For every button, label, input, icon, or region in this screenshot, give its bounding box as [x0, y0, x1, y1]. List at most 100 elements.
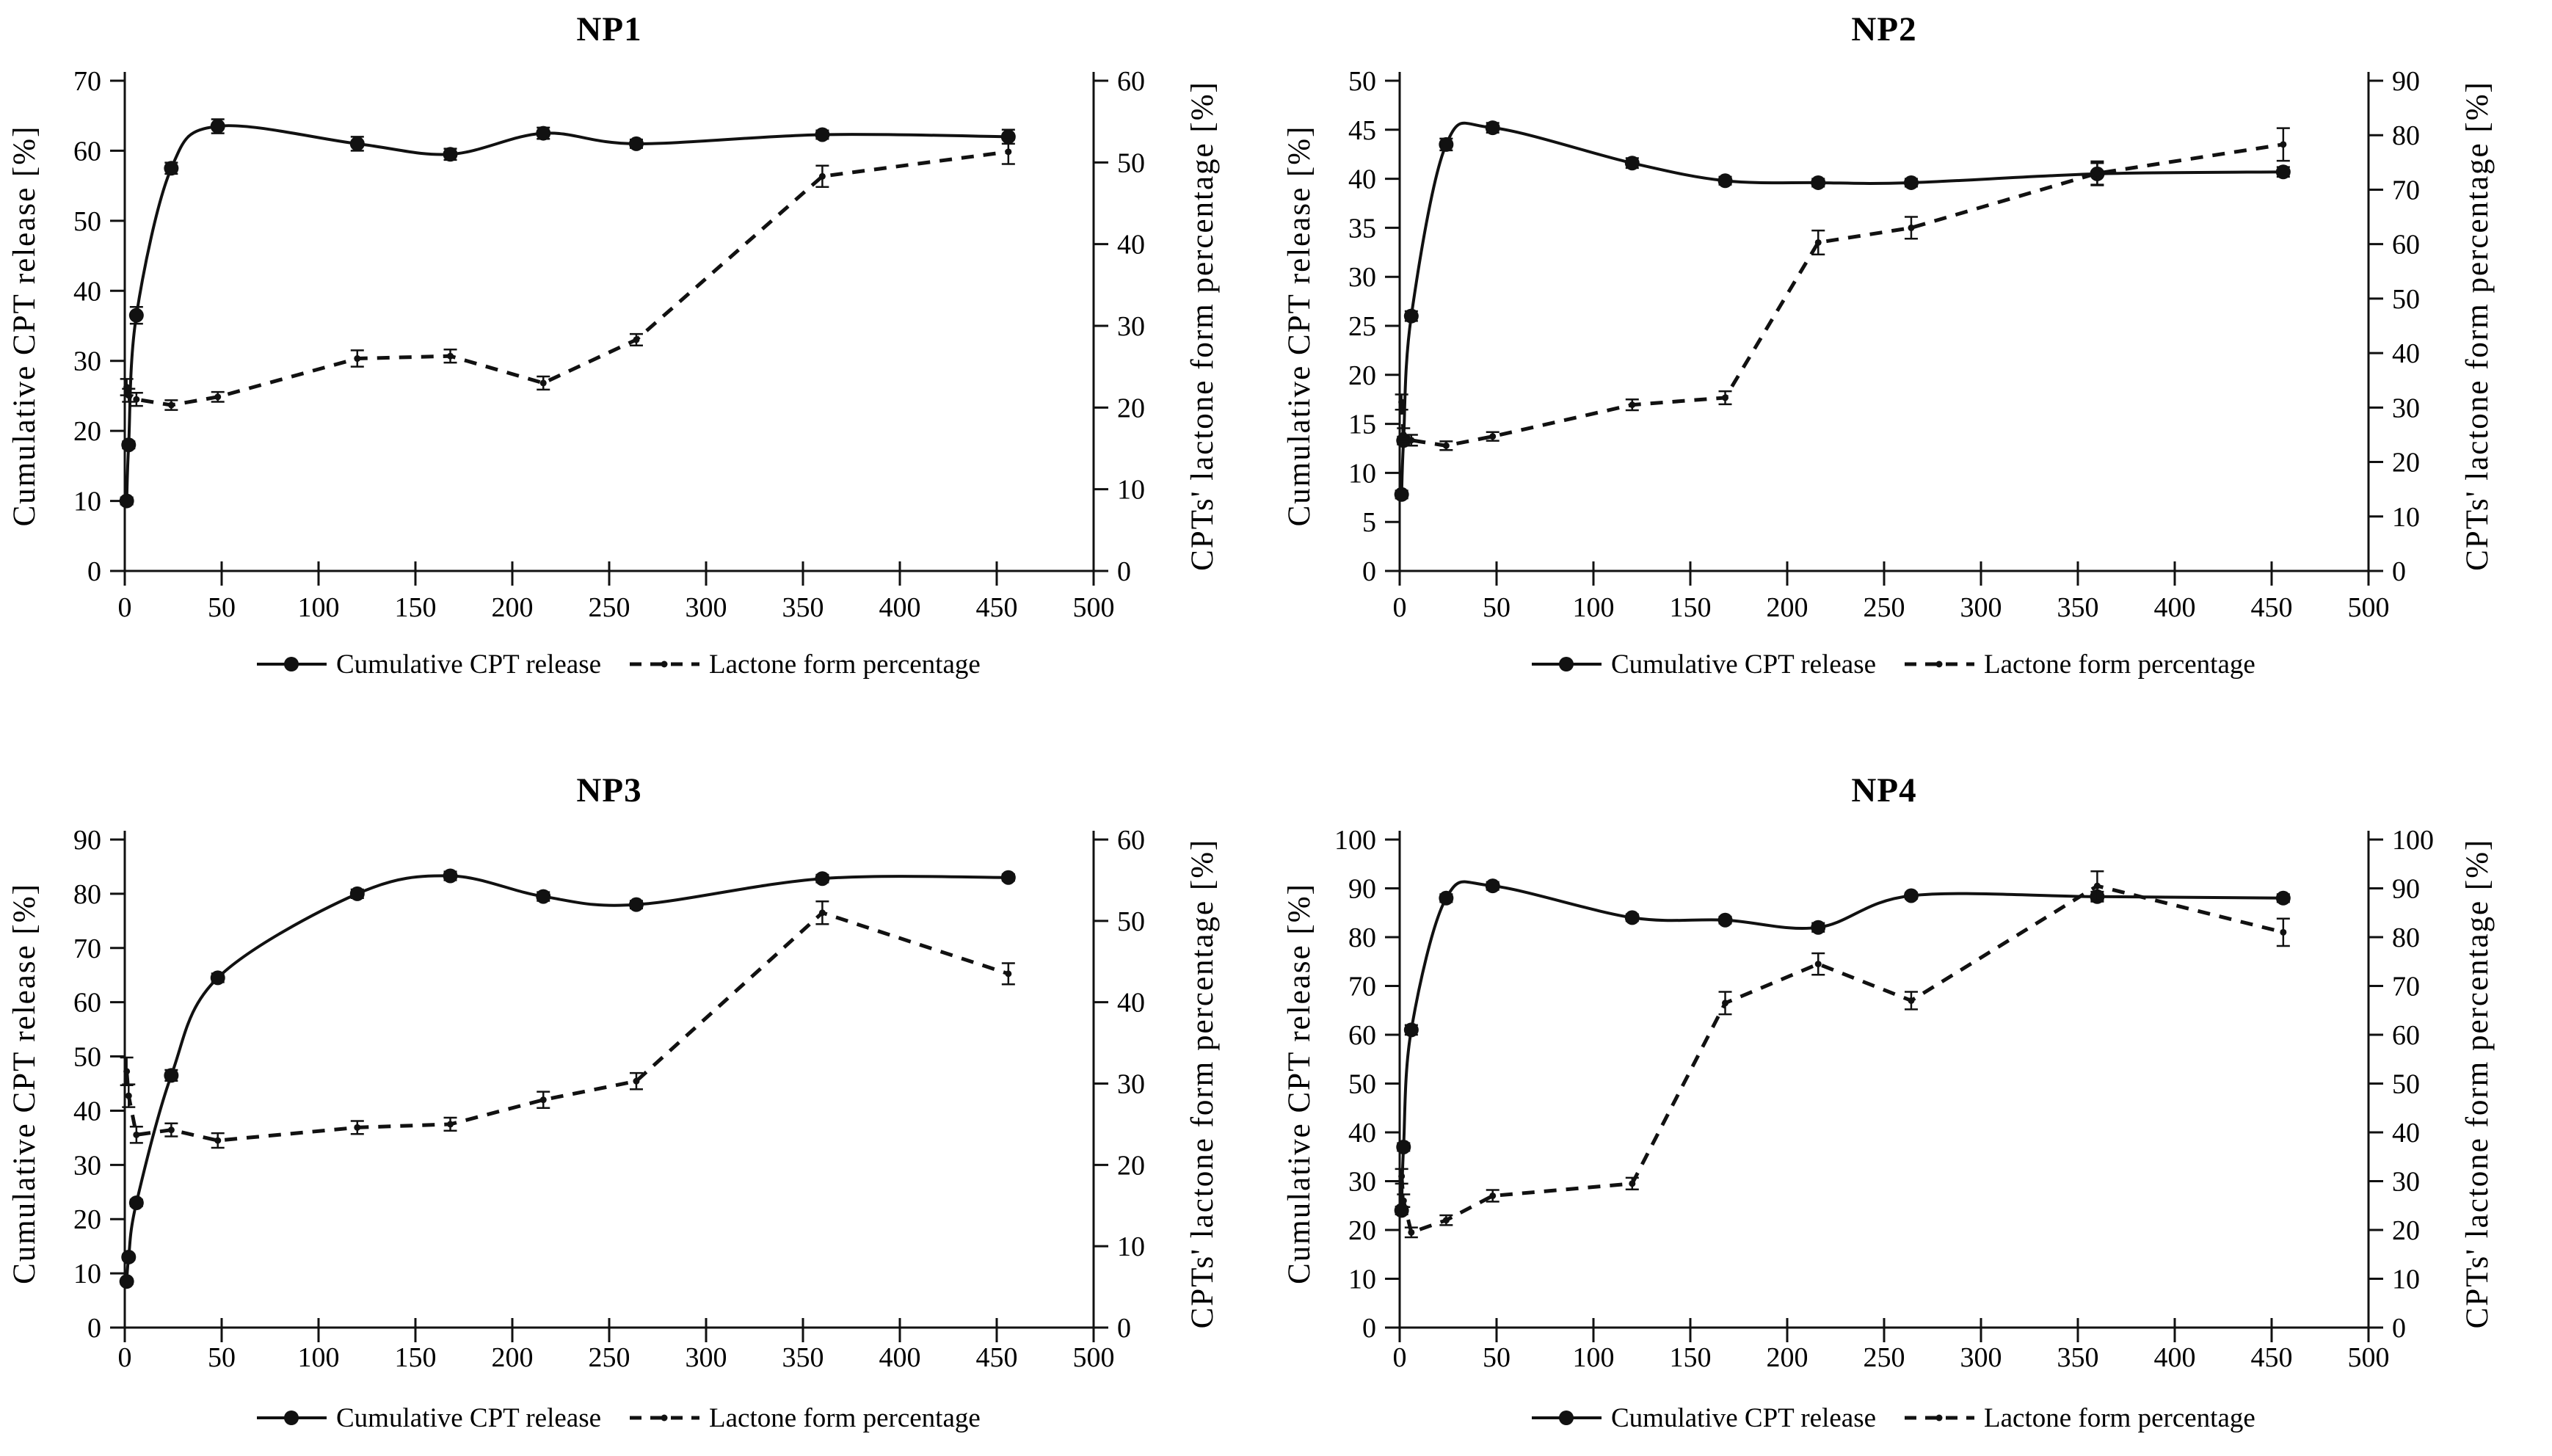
x-axis-tick-label: 200 [1767, 592, 1808, 623]
series-marker-circle [164, 1068, 179, 1083]
series-marker-dot [1814, 239, 1822, 246]
series-marker-circle [1624, 156, 1640, 171]
left-axis-tick-label: 30 [1348, 262, 1376, 293]
legend-label-lactone-form-percentage: Lactone form percentage [709, 1403, 981, 1433]
left-axis-tick-label: 0 [1362, 1313, 1376, 1344]
series-marker-circle [815, 127, 830, 142]
right-axis-title: CPTs' lactone form percentage [%] [2460, 839, 2495, 1329]
right-axis-tick-label: 10 [2392, 1264, 2420, 1295]
series-marker-circle [815, 871, 830, 887]
series-marker-dot [354, 355, 361, 363]
legend-dashed-marker [661, 1414, 668, 1422]
x-axis-tick-label: 50 [208, 1342, 236, 1373]
x-axis-tick-label: 0 [1393, 1342, 1407, 1373]
left-axis-tick-label: 0 [87, 1313, 101, 1344]
series-marker-dot [1408, 1228, 1415, 1236]
x-axis-tick-label: 500 [2348, 1342, 2390, 1373]
panel-np1: NP1 0 10 20 30 40 50 60 70 0 10 20 30 40 50 60 0 50 100 150… [0, 0, 1277, 728]
x-axis-tick-label: 400 [2154, 1342, 2196, 1373]
chart-title: NP3 [576, 771, 641, 809]
x-axis-tick-label: 50 [1483, 1342, 1511, 1373]
series-marker-dot [123, 1068, 131, 1075]
series-marker-circle [119, 1274, 134, 1289]
left-axis-tick-label: 20 [73, 1204, 101, 1235]
chart-title: NP2 [1851, 10, 1916, 48]
series-marker-dot [167, 401, 175, 409]
series-line-solid [125, 124, 1008, 501]
series-marker-dot [1005, 970, 1012, 978]
series-marker-dot [1005, 148, 1012, 156]
series-marker-circle [1485, 878, 1500, 894]
left-axis-tick-label: 40 [73, 1096, 101, 1126]
x-axis-tick-label: 500 [2348, 592, 2390, 623]
right-axis-tick-label: 90 [2392, 66, 2420, 97]
series-marker-circle [1403, 1022, 1419, 1038]
series-marker-dot [1814, 961, 1822, 968]
x-axis-tick-label: 350 [2057, 1342, 2099, 1373]
x-axis-tick-label: 300 [686, 592, 727, 623]
left-axis-title: Cumulative CPT release [%] [7, 883, 42, 1284]
series-marker-dot [354, 1124, 361, 1131]
series-marker-circle [349, 886, 365, 901]
x-axis-tick-label: 250 [589, 592, 630, 623]
series-marker-circle [1396, 1139, 1411, 1154]
panel-np4: NP4 0 10 20 30 40 50 60 70 80 90 100 0 10 20 30 40 50 60 70… [1275, 728, 2552, 1456]
left-axis-tick-label: 40 [1348, 1118, 1376, 1149]
left-axis-tick-label: 20 [1348, 1215, 1376, 1246]
series-marker-dot [1489, 433, 1497, 440]
series-marker-dot [167, 1126, 175, 1134]
left-axis-tick-label: 50 [73, 206, 101, 237]
legend-label-cumulative-cpt-release: Cumulative CPT release [1611, 649, 1876, 680]
right-axis-tick-label: 10 [1117, 1231, 1145, 1262]
right-axis-tick-label: 60 [2392, 230, 2420, 261]
x-axis-tick-label: 400 [879, 592, 921, 623]
x-axis-tick-label: 100 [298, 1342, 340, 1373]
x-axis-tick-label: 200 [1767, 1342, 1808, 1373]
series-marker-circle [1811, 920, 1826, 935]
right-axis-tick-label: 60 [2392, 1020, 2420, 1051]
series-marker-circle [536, 125, 551, 141]
right-axis-tick-label: 40 [1117, 230, 1145, 261]
left-axis-title: Cumulative CPT release [%] [1282, 883, 1317, 1284]
x-axis-tick-label: 350 [2057, 592, 2099, 623]
series-marker-circle [128, 1195, 144, 1211]
left-axis-tick-label: 50 [1348, 1069, 1376, 1100]
left-axis-tick-label: 80 [1348, 922, 1376, 953]
series-marker-circle [628, 136, 644, 151]
series-marker-dot [633, 1077, 640, 1085]
series-marker-circle [1439, 890, 1454, 906]
x-axis-tick-label: 0 [118, 1342, 132, 1373]
series-marker-circle [128, 307, 144, 323]
series-marker-dot [1629, 401, 1636, 409]
series-line-solid [1400, 121, 2283, 495]
series-marker-circle [1000, 870, 1016, 885]
series-marker-circle [1439, 136, 1454, 152]
series-marker-dot [633, 336, 640, 343]
series-marker-dot [214, 393, 222, 401]
right-axis-title: CPTs' lactone form percentage [%] [1185, 839, 1220, 1329]
left-axis-tick-label: 70 [73, 933, 101, 964]
left-axis-tick-label: 50 [1348, 66, 1376, 97]
x-axis-tick-label: 300 [1960, 1342, 2002, 1373]
left-axis-title: Cumulative CPT release [%] [7, 125, 42, 527]
right-axis-tick-label: 40 [1117, 988, 1145, 1019]
x-axis-tick-label: 250 [1864, 1342, 1905, 1373]
left-axis-tick-label: 45 [1348, 115, 1376, 146]
right-axis-tick-label: 50 [2392, 1069, 2420, 1100]
series-marker-circle [628, 897, 644, 912]
left-axis-tick-label: 50 [73, 1042, 101, 1073]
series-marker-circle [1717, 173, 1733, 189]
series-line-solid [1400, 880, 2283, 1211]
legend-dashed-marker [1935, 660, 1943, 668]
right-axis-tick-label: 0 [2392, 1313, 2406, 1344]
chart-title: NP4 [1851, 771, 1916, 809]
left-axis-title: Cumulative CPT release [%] [1282, 125, 1317, 527]
right-axis-tick-label: 60 [1117, 825, 1145, 856]
series-marker-circle [210, 119, 225, 134]
right-axis-tick-label: 30 [1117, 1069, 1145, 1100]
right-axis-title: CPTs' lactone form percentage [%] [1185, 81, 1220, 571]
x-axis-tick-label: 450 [2251, 592, 2293, 623]
right-axis-tick-label: 80 [2392, 922, 2420, 953]
series-marker-circle [349, 136, 365, 151]
